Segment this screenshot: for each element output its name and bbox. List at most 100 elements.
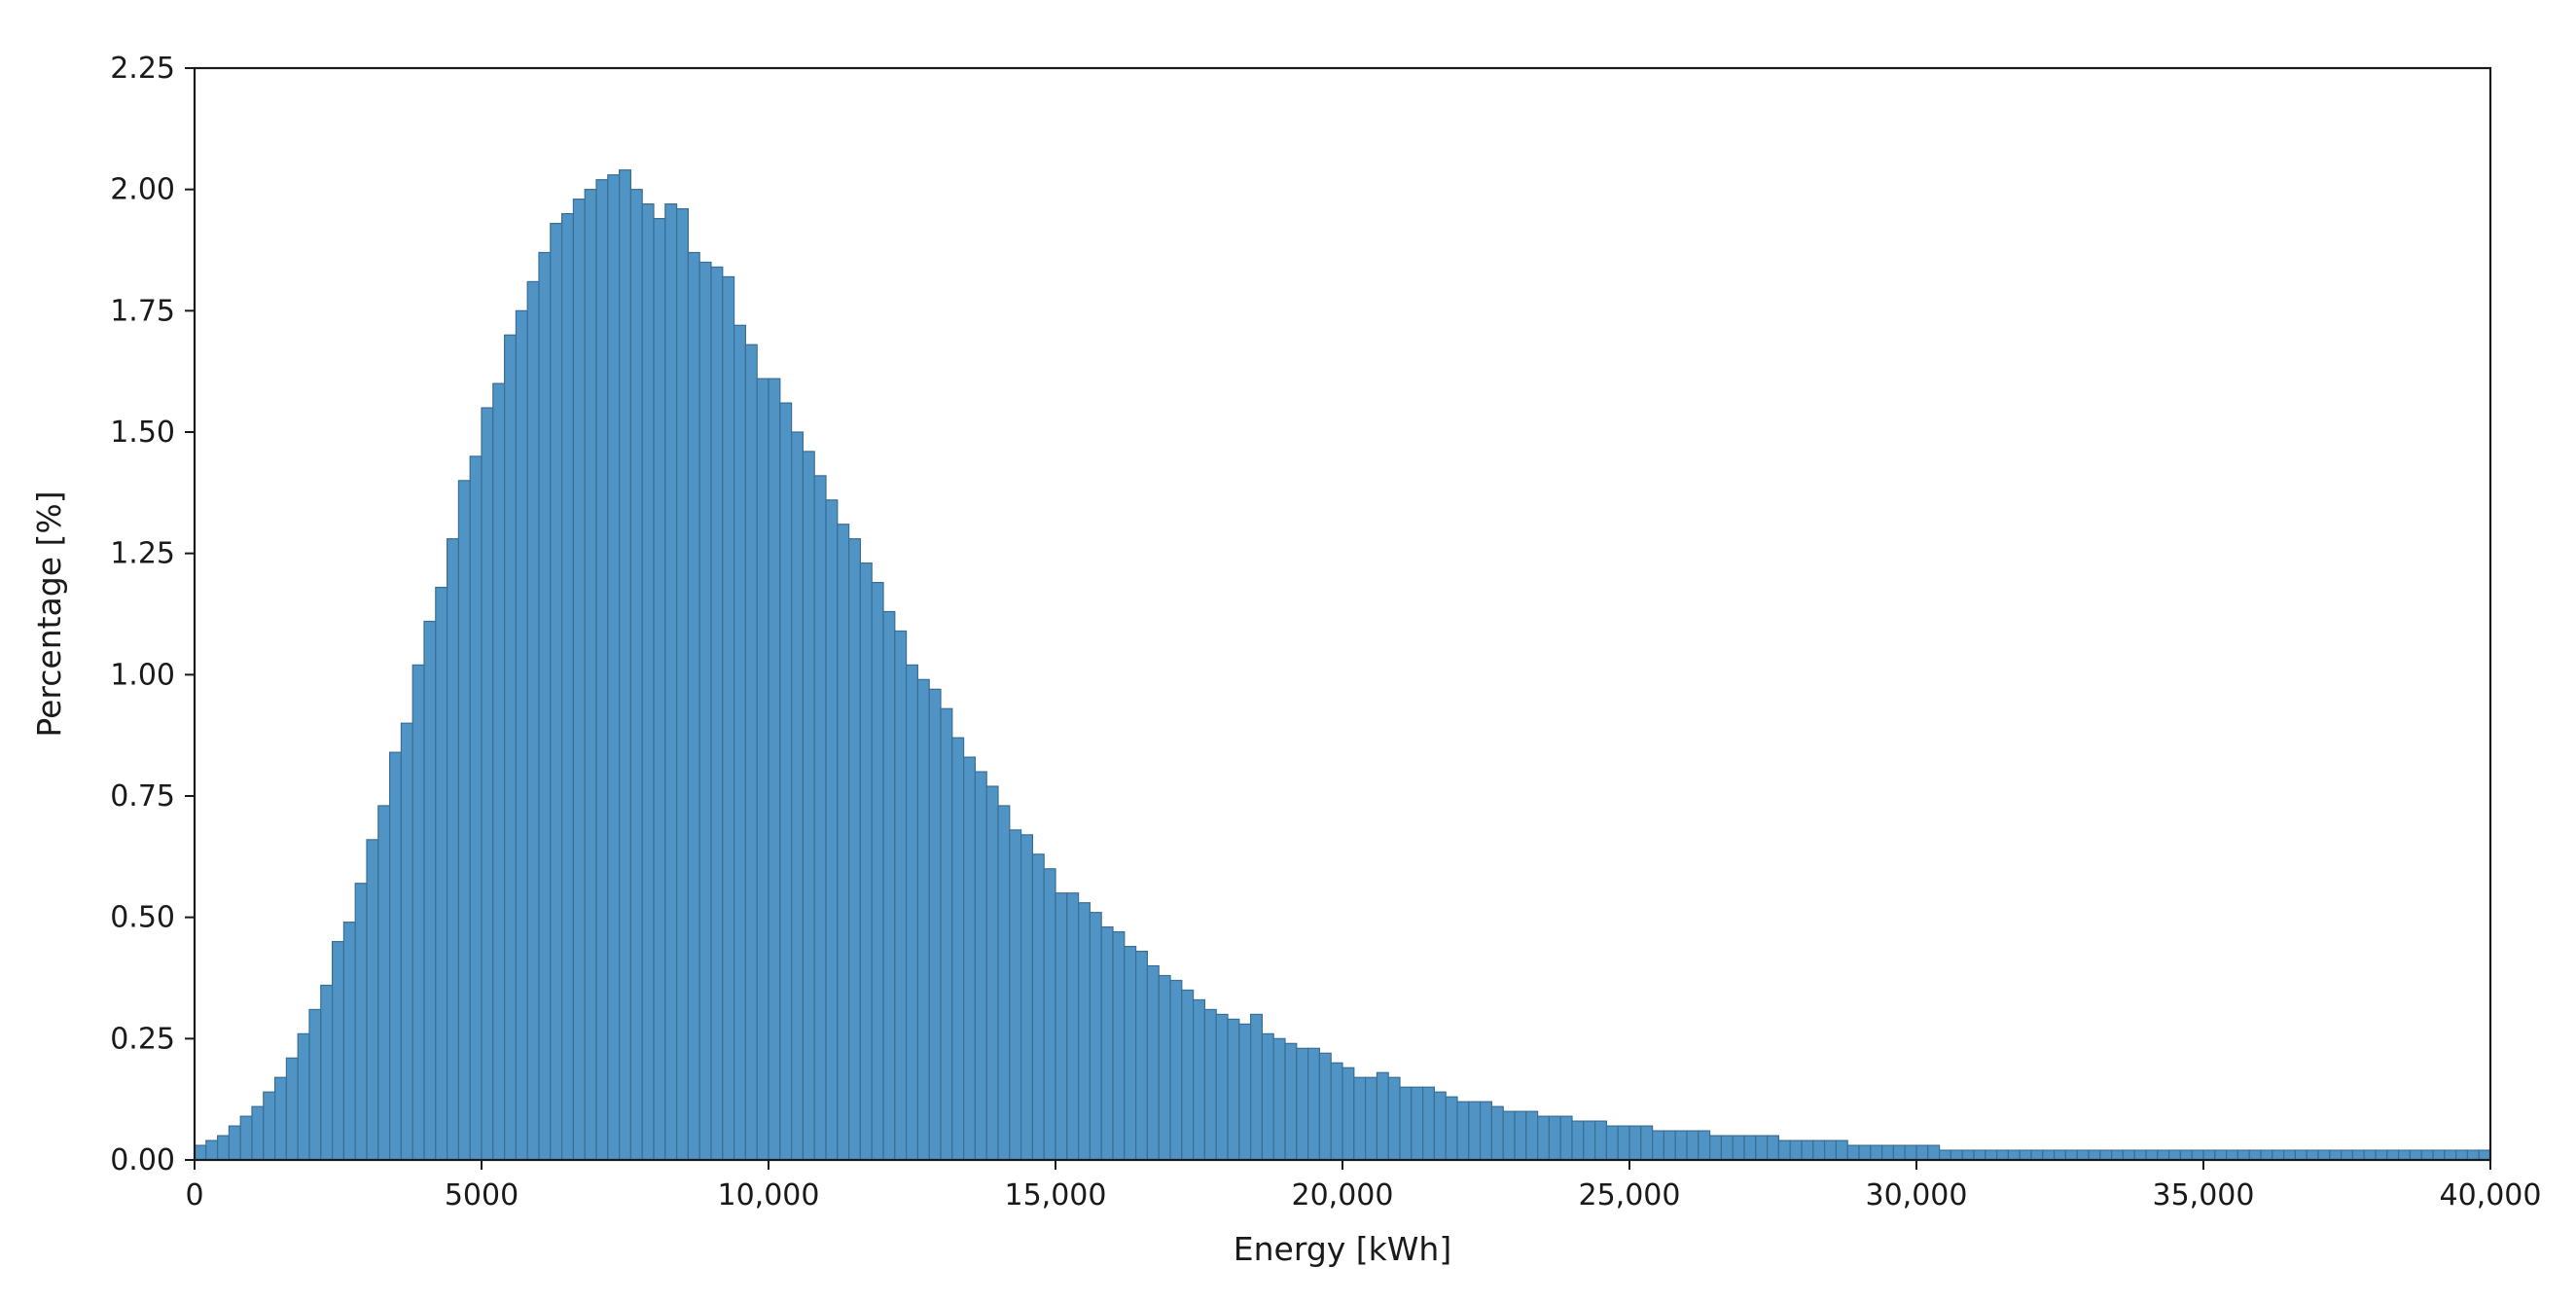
histogram-bar xyxy=(1124,945,1137,1161)
histogram-bar xyxy=(2466,1149,2480,1161)
histogram-bar xyxy=(641,203,655,1161)
histogram-bar xyxy=(1686,1130,1699,1161)
histogram-bar xyxy=(928,688,942,1161)
histogram-bar xyxy=(1950,1149,1963,1161)
histogram-bar xyxy=(1342,1067,1355,1161)
histogram-bar xyxy=(515,309,528,1161)
x-tick-label: 40,000 xyxy=(2440,1178,2542,1213)
histogram-bar xyxy=(2351,1149,2365,1161)
histogram-bar xyxy=(1835,1140,1848,1161)
y-tick-label: 1.00 xyxy=(110,658,175,692)
histogram-bar xyxy=(239,1115,253,1161)
histogram-bar xyxy=(285,1057,299,1161)
histogram-bar xyxy=(1031,853,1045,1161)
histogram-bar xyxy=(2317,1149,2331,1161)
histogram-bar xyxy=(1249,1013,1263,1161)
histogram-bar xyxy=(1525,1110,1539,1161)
histogram-bar xyxy=(756,378,769,1161)
histogram-bar xyxy=(1261,1032,1274,1161)
histogram-bar xyxy=(1399,1086,1413,1161)
histogram-bar xyxy=(2444,1149,2457,1161)
x-tick-label: 5000 xyxy=(445,1178,519,1213)
histogram-bar xyxy=(1961,1149,1975,1161)
y-tick-label: 2.00 xyxy=(110,173,175,207)
histogram-bar xyxy=(1112,931,1126,1161)
histogram-bar xyxy=(813,475,827,1161)
histogram-bar xyxy=(837,524,850,1161)
histogram-bar xyxy=(2375,1149,2388,1161)
histogram-bar xyxy=(2145,1149,2159,1161)
histogram-bar xyxy=(366,839,379,1161)
histogram-bar xyxy=(1892,1144,1906,1161)
histogram-bar xyxy=(435,586,448,1161)
histogram-bar xyxy=(1777,1140,1791,1161)
histogram-bar xyxy=(2157,1149,2170,1161)
histogram-bar xyxy=(481,407,494,1161)
histogram-bar xyxy=(400,722,413,1161)
histogram-bar xyxy=(675,208,689,1161)
histogram-bar xyxy=(962,756,976,1161)
histogram-bar xyxy=(2054,1149,2067,1161)
histogram-bar xyxy=(1593,1120,1607,1161)
ticks-layer: 0 5000 10,000 15,000 20,000 25,000 30,000 35,00… xyxy=(110,52,2541,1213)
histogram-bar xyxy=(1583,1120,1596,1161)
histogram-bar xyxy=(894,630,908,1161)
histogram-bar xyxy=(1536,1115,1550,1161)
histogram-bar xyxy=(2432,1149,2446,1161)
histogram-bar xyxy=(687,251,700,1161)
histogram-bar xyxy=(1421,1086,1435,1161)
histogram-bar xyxy=(217,1135,231,1161)
y-tick-label: 0.25 xyxy=(110,1022,175,1056)
histogram-bar xyxy=(1674,1130,1688,1161)
y-tick-label: 0.00 xyxy=(110,1143,175,1177)
histogram-bar xyxy=(1663,1130,1676,1161)
histogram-bar xyxy=(2248,1149,2262,1161)
histogram-bar xyxy=(1238,1023,1252,1161)
histogram-bar xyxy=(1284,1042,1298,1161)
histogram-bar xyxy=(653,217,666,1161)
histogram-bar xyxy=(1134,950,1148,1161)
histogram-bar xyxy=(1411,1086,1424,1161)
histogram-bar xyxy=(2306,1149,2319,1161)
histogram-bar xyxy=(1996,1149,2010,1161)
plot-frame xyxy=(193,66,2492,1162)
histogram-bar xyxy=(205,1140,219,1161)
histogram-bar xyxy=(951,737,965,1161)
histogram-bar xyxy=(698,261,712,1161)
histogram-bar xyxy=(2214,1149,2228,1161)
histogram-bar xyxy=(2478,1149,2491,1161)
histogram-bar xyxy=(2122,1149,2135,1161)
histogram-bar xyxy=(1732,1135,1745,1161)
histogram-bar xyxy=(1720,1135,1734,1161)
histogram-bar xyxy=(1640,1125,1654,1161)
histogram-bar xyxy=(2409,1149,2422,1161)
histogram-bar xyxy=(2386,1149,2400,1161)
histogram-bar xyxy=(2088,1149,2101,1161)
histogram-bar xyxy=(572,199,586,1161)
histogram-bar xyxy=(2420,1149,2434,1161)
histogram-bar xyxy=(1192,998,1205,1161)
histogram-bar xyxy=(377,805,391,1161)
histogram-bar xyxy=(274,1076,288,1161)
histogram-bar xyxy=(1227,1018,1240,1161)
histogram-bar xyxy=(560,213,574,1161)
histogram-bar xyxy=(710,266,724,1161)
histogram-bar xyxy=(595,179,609,1161)
histogram-bar xyxy=(2099,1149,2113,1161)
histogram-bar xyxy=(1468,1101,1482,1161)
histogram-bar xyxy=(2019,1149,2032,1161)
histogram-bar xyxy=(526,280,540,1161)
histogram-bar xyxy=(2076,1149,2090,1161)
histogram-bar xyxy=(1823,1140,1837,1161)
histogram-bar xyxy=(1158,974,1171,1161)
histogram-bar xyxy=(1169,979,1183,1161)
histogram-bar xyxy=(1330,1062,1343,1161)
y-tick-label: 1.25 xyxy=(110,537,175,571)
histogram-bar xyxy=(618,169,631,1161)
histogram-bar xyxy=(1880,1144,1894,1161)
histogram-bar xyxy=(1755,1135,1769,1161)
histogram-bar xyxy=(1181,989,1195,1161)
histogram-bar xyxy=(1043,868,1056,1161)
histogram-bar xyxy=(1433,1091,1447,1161)
